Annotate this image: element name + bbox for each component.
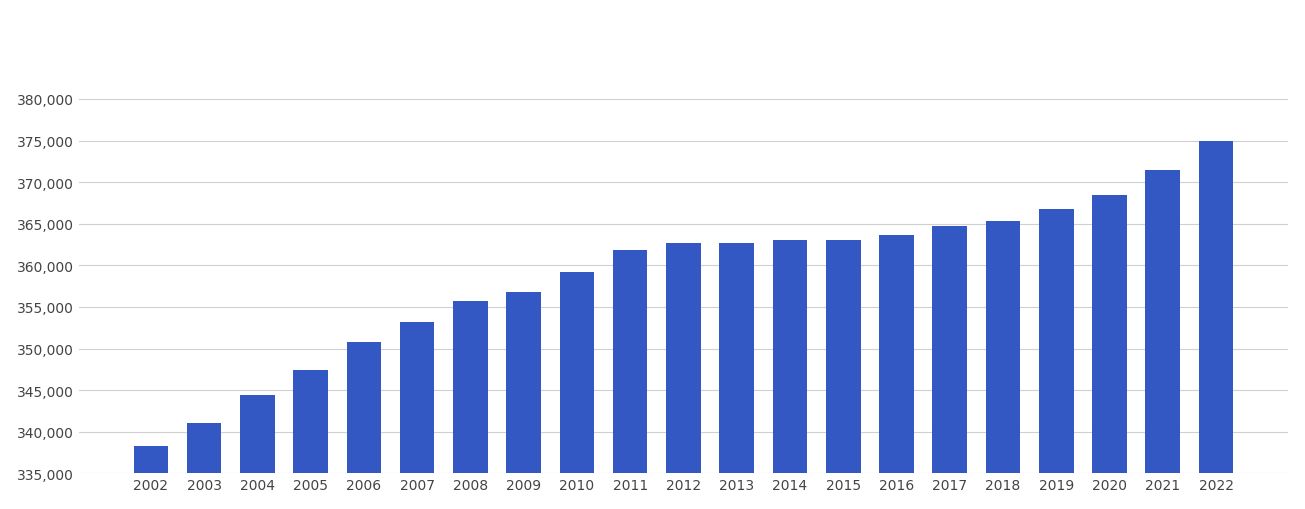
Bar xyxy=(932,227,967,509)
Bar xyxy=(240,395,274,509)
Bar xyxy=(1199,142,1233,509)
Bar xyxy=(880,235,913,509)
Bar xyxy=(133,446,168,509)
Bar xyxy=(773,241,808,509)
Bar xyxy=(560,272,594,509)
Bar xyxy=(613,251,647,509)
Bar xyxy=(506,293,542,509)
Bar xyxy=(294,371,328,509)
Bar xyxy=(719,243,754,509)
Bar xyxy=(1039,209,1074,509)
Bar xyxy=(399,322,435,509)
Bar xyxy=(826,241,860,509)
Bar xyxy=(666,243,701,509)
Bar xyxy=(1146,171,1180,509)
Bar xyxy=(1092,195,1126,509)
Bar xyxy=(985,222,1021,509)
Bar xyxy=(347,342,381,509)
Bar xyxy=(187,423,222,509)
Bar xyxy=(453,301,488,509)
